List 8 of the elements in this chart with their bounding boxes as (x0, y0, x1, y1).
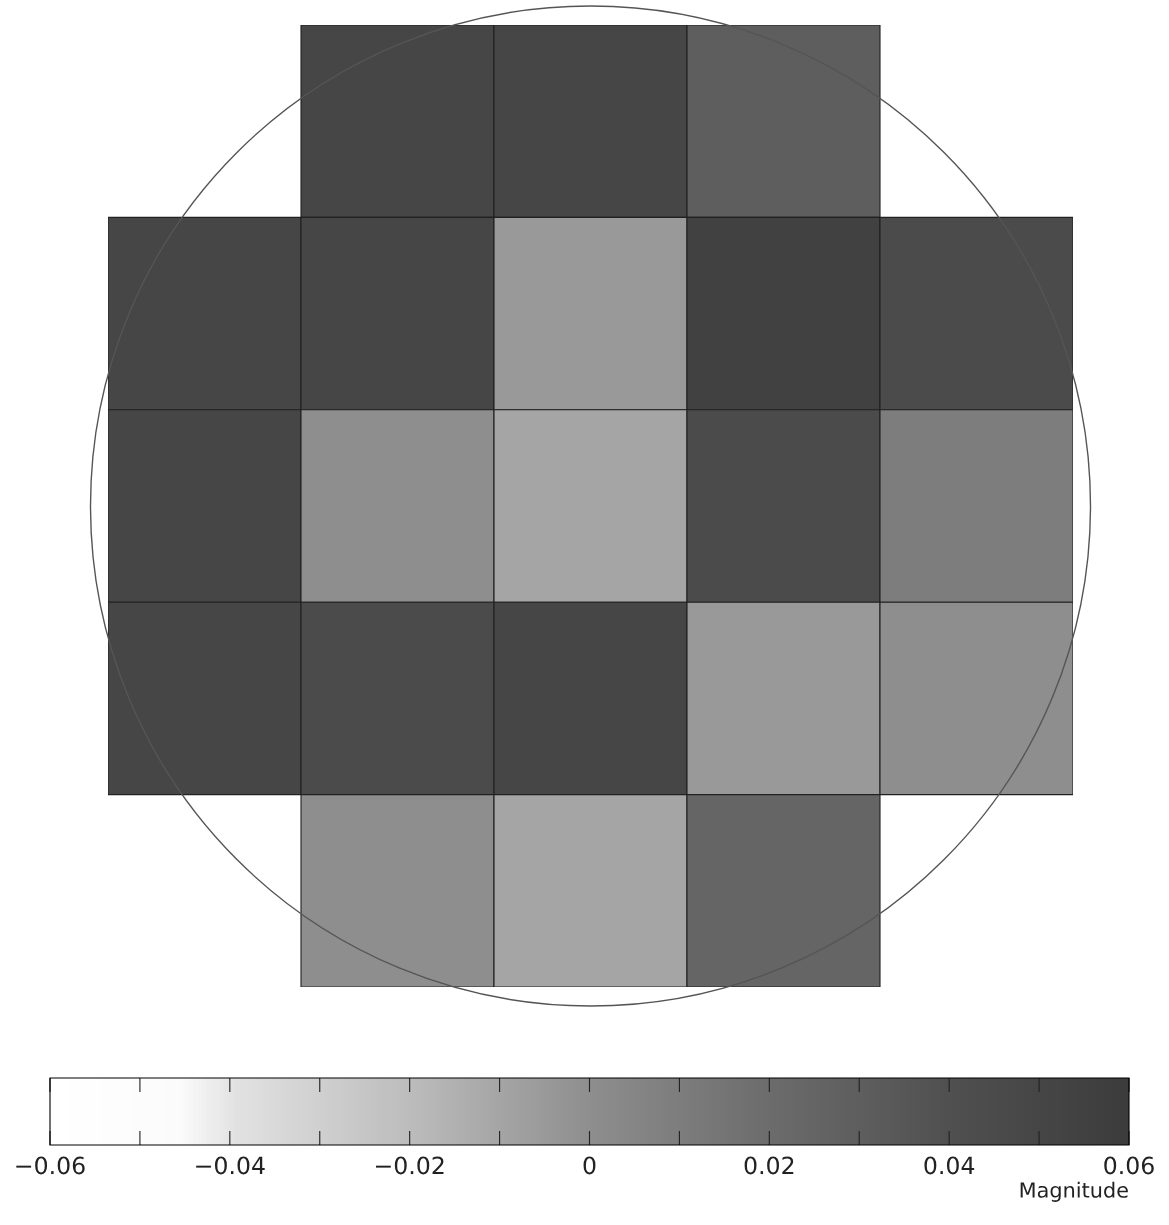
color-bar-label: −0.06 (16, 1156, 85, 1175)
color-bar-label: 0 (583, 1156, 596, 1175)
color-bar-label: 0.06 (1104, 1156, 1154, 1175)
color-bar-label: −0.04 (196, 1156, 265, 1175)
color-bar-label: 0.04 (924, 1156, 975, 1175)
color-bar-label: 0.02 (744, 1156, 794, 1175)
color-bar-title: Magnitude (1020, 1181, 1128, 1202)
color-bar-label: −0.02 (375, 1156, 444, 1175)
